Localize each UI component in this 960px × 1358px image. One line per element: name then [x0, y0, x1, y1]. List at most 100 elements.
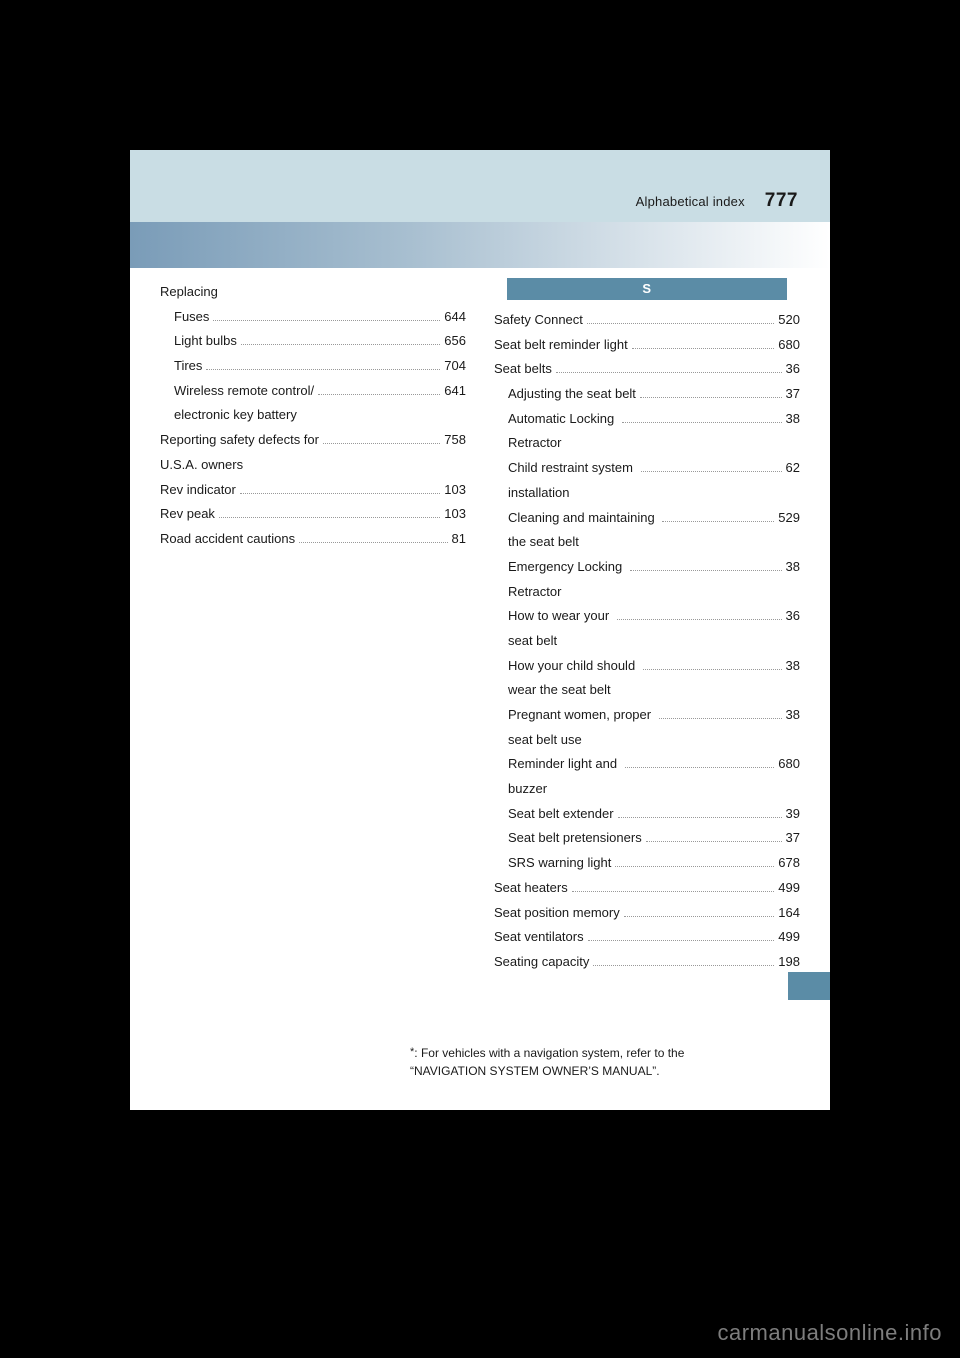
entry-page: 81 — [452, 527, 466, 552]
entry-label: Seat belt pretensioners — [508, 826, 642, 851]
sub-band — [130, 222, 830, 268]
entry-label: Replacing — [160, 280, 218, 305]
entry-label: Light bulbs — [174, 329, 237, 354]
entry-label: Seat position memory — [494, 901, 620, 926]
top-stripe — [130, 150, 830, 160]
index-entry: Cleaning and maintaining the seat belt 5… — [494, 506, 800, 555]
entry-label: Automatic Locking Retractor — [508, 407, 618, 456]
entry-label: Child restraint system installation — [508, 456, 637, 505]
entry-page: 680 — [778, 333, 800, 358]
entry-label: SRS warning light — [508, 851, 611, 876]
entry-label: Reporting safety defects for U.S.A. owne… — [160, 428, 319, 477]
leader-dots — [615, 866, 774, 867]
leader-dots — [206, 369, 440, 370]
entry-label: Safety Connect — [494, 308, 583, 333]
right-column: S Safety Connect 520 Seat belt reminder … — [494, 278, 800, 975]
entry-page: 520 — [778, 308, 800, 333]
index-entry: Seat position memory 164 — [494, 901, 800, 926]
entry-label: How your child should wear the seat belt — [508, 654, 639, 703]
entry-page: 103 — [444, 502, 466, 527]
leader-dots — [618, 817, 782, 818]
leader-dots — [213, 320, 440, 321]
footnote: *: For vehicles with a navigation system… — [410, 1044, 800, 1080]
entry-page: 38 — [786, 703, 800, 728]
entry-label: How to wear your seat belt — [508, 604, 613, 653]
entry-label: Tires — [174, 354, 202, 379]
entry-label: Pregnant women, proper seat belt use — [508, 703, 655, 752]
entry-label: Seat belt reminder light — [494, 333, 628, 358]
entry-page: 704 — [444, 354, 466, 379]
index-entry: Pregnant women, proper seat belt use 38 — [494, 703, 800, 752]
header-label: Alphabetical index — [636, 194, 745, 209]
index-entry: Reminder light and buzzer 680 — [494, 752, 800, 801]
page-number: 777 — [765, 190, 798, 212]
leader-dots — [662, 521, 774, 522]
index-entry: Emergency Locking Retractor 38 — [494, 555, 800, 604]
entry-page: 38 — [786, 407, 800, 432]
leader-dots — [632, 348, 775, 349]
leader-dots — [625, 767, 775, 768]
entry-label: Seat heaters — [494, 876, 568, 901]
leader-dots — [241, 344, 440, 345]
index-entry: Tires 704 — [160, 354, 466, 379]
entry-page: 529 — [778, 506, 800, 531]
leader-dots — [640, 397, 782, 398]
index-entry: Seat belt pretensioners 37 — [494, 826, 800, 851]
entry-label: Fuses — [174, 305, 209, 330]
index-entry: Seat ventilators 499 — [494, 925, 800, 950]
leader-dots — [299, 542, 447, 543]
entry-page: 499 — [778, 925, 800, 950]
footnote-line1: : For vehicles with a navigation system,… — [414, 1046, 684, 1060]
index-entry: Seating capacity 198 — [494, 950, 800, 975]
entry-page: 38 — [786, 654, 800, 679]
entry-label: Wireless remote control/ electronic key … — [174, 379, 314, 428]
entry-page: 758 — [444, 428, 466, 453]
entry-page: 37 — [786, 382, 800, 407]
entry-page: 644 — [444, 305, 466, 330]
leader-dots — [593, 965, 774, 966]
entry-label: Seat belt extender — [508, 802, 614, 827]
leader-dots — [318, 394, 440, 395]
leader-dots — [617, 619, 782, 620]
footnote-line2: “NAVIGATION SYSTEM OWNER’S MANUAL”. — [410, 1064, 660, 1078]
leader-dots — [646, 841, 782, 842]
leader-dots — [587, 323, 774, 324]
columns: Replacing Fuses 644 Light bulbs 656 Tire… — [160, 278, 800, 975]
entry-label: Adjusting the seat belt — [508, 382, 636, 407]
leader-dots — [588, 940, 775, 941]
index-entry: Child restraint system installation 62 — [494, 456, 800, 505]
content-area: Replacing Fuses 644 Light bulbs 656 Tire… — [160, 278, 800, 1080]
leader-dots — [641, 471, 782, 472]
entry-page: 39 — [786, 802, 800, 827]
entry-label: Cleaning and maintaining the seat belt — [508, 506, 658, 555]
leader-dots — [630, 570, 782, 571]
entry-page: 641 — [444, 379, 466, 404]
leader-dots — [323, 443, 440, 444]
leader-dots — [624, 916, 775, 917]
entry-page: 680 — [778, 752, 800, 777]
index-entry: Seat heaters 499 — [494, 876, 800, 901]
watermark: carmanualsonline.info — [717, 1320, 942, 1346]
leader-dots — [240, 493, 440, 494]
entry-page: 37 — [786, 826, 800, 851]
entry-label: Road accident cautions — [160, 527, 295, 552]
leader-dots — [622, 422, 782, 423]
entry-page: 499 — [778, 876, 800, 901]
index-entry: How to wear your seat belt 36 — [494, 604, 800, 653]
index-entry: Rev peak 103 — [160, 502, 466, 527]
index-entry: Seat belts 36 — [494, 357, 800, 382]
entry-page: 36 — [786, 604, 800, 629]
index-entry: Wireless remote control/ electronic key … — [160, 379, 466, 428]
entry-page: 36 — [786, 357, 800, 382]
entry-label: Seating capacity — [494, 950, 589, 975]
entry-label: Reminder light and buzzer — [508, 752, 621, 801]
leader-dots — [572, 891, 775, 892]
index-entry: How your child should wear the seat belt… — [494, 654, 800, 703]
leader-dots — [219, 517, 440, 518]
header-content: Alphabetical index 777 — [636, 190, 798, 212]
index-entry: SRS warning light 678 — [494, 851, 800, 876]
index-entry: Replacing — [160, 280, 466, 305]
index-entry: Automatic Locking Retractor 38 — [494, 407, 800, 456]
entry-label: Seat belts — [494, 357, 552, 382]
index-entry: Fuses 644 — [160, 305, 466, 330]
